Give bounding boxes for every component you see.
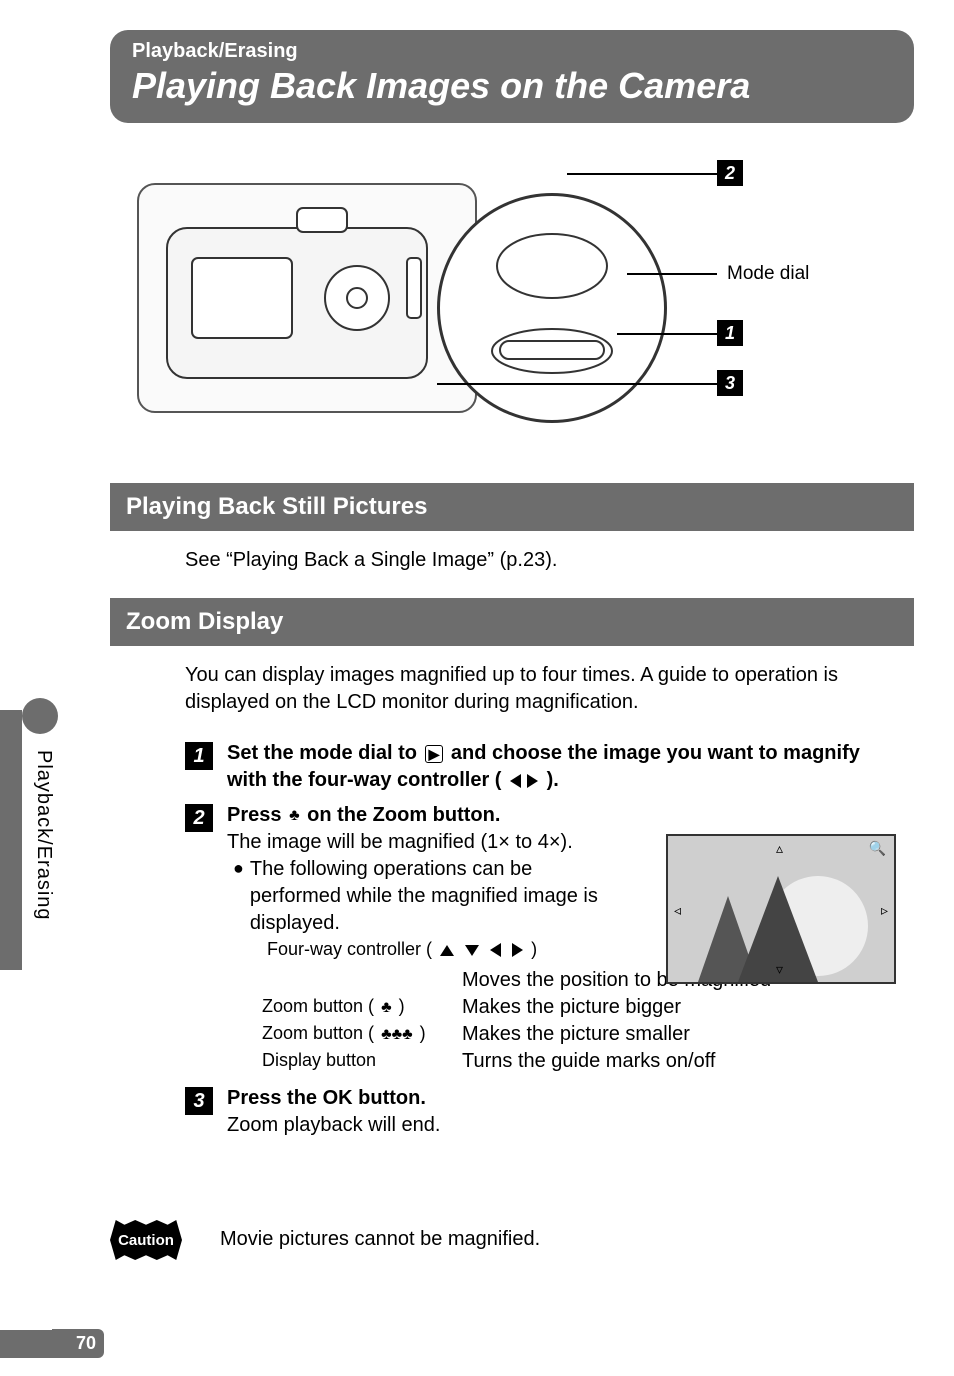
zoom-in-label: Zoom button ( ♣ ) [262, 996, 462, 1019]
step-2-bullet: ● The following operations can be perfor… [227, 856, 607, 937]
fourway-end: ) [526, 939, 537, 959]
page-number-strip [0, 1330, 52, 1358]
step-number: 1 [185, 742, 213, 770]
callout-line [437, 383, 717, 385]
left-arrow-icon [490, 943, 501, 957]
l1a: The image will be magnified (1 [227, 831, 498, 853]
table-row: Zoom button ( ♣ ) Makes the picture bigg… [262, 996, 894, 1019]
display-btn-desc: Turns the guide marks on/off [462, 1050, 894, 1073]
step-number: 2 [185, 804, 213, 832]
camera-body-illustration [137, 183, 477, 413]
callout-line [617, 333, 717, 335]
step-3-line: Zoom playback will end. [227, 1112, 894, 1139]
fourway-line: Four-way controller ( ) [267, 937, 607, 961]
camera-svg [157, 198, 457, 398]
display-btn-label: Display button [262, 1050, 462, 1073]
step-3-title: Press the OK button. [227, 1085, 894, 1112]
guide-left-icon: ◃ [674, 902, 681, 919]
step-2-post: on the Zoom button. [302, 804, 501, 826]
callout-line [567, 173, 717, 175]
guide-down-icon: ▿ [776, 961, 783, 978]
guide-zoom-icon: 🔍 [869, 840, 886, 857]
dial-detail-svg [440, 196, 664, 420]
side-tab-bar [0, 710, 22, 970]
zoom-intro: You can display images magnified up to f… [185, 662, 894, 716]
tele-icon: ♣ [289, 805, 300, 827]
step-1-pre: Set the mode dial to [227, 742, 423, 764]
still-body: See “Playing Back a Single Image” (p.23)… [185, 547, 894, 574]
l1c: ). [561, 831, 573, 853]
bullet-icon: ● [233, 856, 244, 937]
step-1: 1 Set the mode dial to ▶ and choose the … [185, 740, 894, 794]
fourway-label: Four-way controller ( [267, 939, 437, 959]
up-arrow-icon [440, 945, 454, 956]
page-number: 70 [52, 1329, 104, 1358]
step-1-title: Set the mode dial to ▶ and choose the im… [227, 742, 860, 791]
wide-icon: ♣♣♣ [381, 1026, 413, 1044]
camera-diagram: 2 Mode dial 1 3 [137, 153, 817, 443]
callout-3: 3 [717, 370, 743, 396]
step-3: 3 Press the OK button. Zoom playback wil… [185, 1085, 894, 1139]
zoom-in-desc: Makes the picture bigger [462, 996, 894, 1019]
callout-2: 2 [717, 160, 743, 186]
guide-up-icon: ▵ [776, 840, 783, 857]
side-tab-circle [22, 698, 58, 734]
tele-icon: ♣ [381, 999, 392, 1017]
callout-line [627, 273, 717, 275]
caution-badge: Caution [110, 1220, 182, 1260]
callout-1: 1 [717, 320, 743, 346]
step-2-pre: Press [227, 804, 287, 826]
right-arrow-icon [512, 943, 523, 957]
step-number: 3 [185, 1087, 213, 1115]
table-row: Zoom button ( ♣♣♣ ) Makes the picture sm… [262, 1023, 894, 1046]
zoom-out-label: Zoom button ( ♣♣♣ ) [262, 1023, 462, 1046]
playback-icon: ▶ [425, 745, 444, 763]
right-arrow-icon [527, 774, 538, 788]
down-arrow-icon [465, 945, 479, 956]
lcd-preview-image: ▵ 🔍 ◃ ▹ ▿ [666, 834, 896, 984]
left-arrow-icon [510, 774, 521, 788]
step-1-end: ). [541, 769, 559, 791]
zoom-out-desc: Makes the picture smaller [462, 1023, 894, 1046]
guide-right-icon: ▹ [881, 902, 888, 919]
section-heading-still: Playing Back Still Pictures [110, 483, 914, 531]
step-2-title: Press ♣ on the Zoom button. [227, 802, 607, 829]
caution-text: Movie pictures cannot be magnified. [220, 1228, 540, 1251]
step-2-line1: The image will be magnified (1× to 4×). [227, 829, 607, 856]
mode-dial-zoom-circle [437, 193, 667, 423]
mode-dial-label: Mode dial [727, 263, 809, 285]
side-tab-label: Playback/Erasing [32, 750, 55, 921]
chapter-title: Playing Back Images on the Camera [132, 65, 892, 107]
table-row: Display button Turns the guide marks on/… [262, 1050, 894, 1073]
step-2-bullet-text: The following operations can be performe… [250, 856, 607, 937]
section-heading-zoom: Zoom Display [110, 598, 914, 646]
operations-table: Moves the position to be magnified Zoom … [262, 969, 894, 1073]
chapter-category: Playback/Erasing [132, 40, 892, 63]
chapter-header: Playback/Erasing Playing Back Images on … [110, 30, 914, 123]
l1b: to 4 [510, 831, 549, 853]
